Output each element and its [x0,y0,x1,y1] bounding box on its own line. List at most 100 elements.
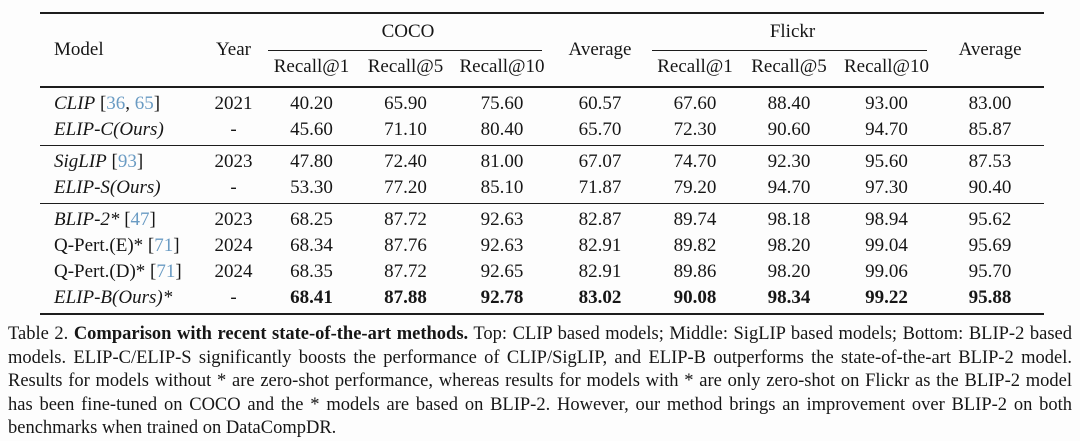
table-row: Q-Pert.(E)* [71] 2024 68.34 87.76 92.63 82.91… [40,233,1044,259]
col-header-average-flickr: Average [958,39,1022,60]
value-cell: 98.18 [767,209,811,230]
model-name: SigLIP [54,151,107,172]
citation-link[interactable]: 36 [106,93,126,114]
model-cell: BLIP-2* [47] [54,209,156,230]
results-table-wrap: Model Year COCO Average Flickr Average R… [40,12,1045,315]
col-header-year: Year [215,39,251,60]
value-cell: 79.20 [673,177,717,198]
value-cell: 68.25 [290,209,333,230]
value-cell: 88.40 [767,93,811,114]
value-cell: 95.70 [968,261,1012,282]
value-cell: 81.00 [480,151,524,172]
value-cell: 94.70 [767,177,811,198]
results-table: Model Year COCO Average Flickr Average R… [40,12,1045,315]
value-cell: 87.88 [384,287,427,308]
value-cell: 80.40 [480,119,524,140]
citation-link[interactable]: 65 [134,93,154,114]
col-header-flickr-recall10: Recall@10 [844,56,930,77]
header-row-groups: Model Year COCO Average Flickr Average [40,13,1044,60]
model-cell: SigLIP [93] [54,151,144,172]
table-row: SigLIP [93] 2023 47.80 72.40 81.00 67.07 74.70… [40,146,1044,175]
model-cell: ELIP-S(Ours) [40,175,202,204]
model-cell: Q-Pert.(E)* [71] [54,235,180,256]
model-cell: ELIP-B(Ours)* [40,285,202,315]
value-cell: 92.30 [767,151,811,172]
col-header-flickr-recall5: Recall@5 [751,56,827,77]
value-cell: 82.91 [578,261,622,282]
year-cell: - [230,177,237,198]
model-cell: Q-Pert.(D)* [71] [54,261,182,282]
year-cell: 2021 [214,93,253,114]
table-row: Q-Pert.(D)* [71] 2024 68.35 87.72 92.65 82.91… [40,259,1044,285]
col-header-coco-recall10: Recall@10 [459,56,545,77]
year-cell: 2024 [214,235,253,256]
value-cell: 92.63 [480,209,524,230]
model-name: ELIP-S(Ours) [54,177,161,198]
model-name: Q-Pert.(E)* [54,235,144,256]
value-cell: 89.74 [673,209,717,230]
model-name: ELIP-B(Ours)* [54,287,173,308]
value-cell: 92.78 [480,287,524,308]
caption-title: Comparison with recent state-of-the-art … [73,324,469,344]
value-cell: 99.22 [865,287,908,308]
value-cell: 99.04 [865,235,908,256]
value-cell: 92.65 [480,261,524,282]
value-cell: 60.57 [578,93,622,114]
year-cell: 2024 [214,261,253,282]
value-cell: 68.41 [290,287,333,308]
value-cell: 95.60 [865,151,908,172]
group-header-flickr: Flickr [649,13,936,51]
value-cell: 98.20 [767,235,811,256]
value-cell: 53.30 [290,177,333,198]
value-cell: 92.63 [480,235,524,256]
value-cell: 65.70 [578,119,622,140]
caption: Table 2. Comparison with recent state-of… [8,323,1072,441]
value-cell: 93.00 [865,93,908,114]
value-cell: 87.76 [384,235,427,256]
value-cell: 95.62 [968,209,1012,230]
value-cell: 83.00 [968,93,1012,114]
value-cell: 98.34 [767,287,811,308]
section-blip2-based: BLIP-2* [47] 2023 68.25 87.72 92.63 82.87 89.7… [40,203,1045,315]
value-cell: 67.07 [578,151,622,172]
value-cell: 68.34 [290,235,333,256]
value-cell: 67.60 [673,93,717,114]
year-cell: - [230,119,237,140]
caption-body: Top: CLIP based models; Middle: SigLIP b… [8,324,1073,438]
citation-link[interactable]: 71 [154,235,174,256]
value-cell: 45.60 [290,119,333,140]
value-cell: 87.53 [968,151,1012,172]
model-cell: CLIP [36, 65] [54,93,161,114]
citation-link[interactable]: 93 [117,151,137,172]
model-name: BLIP-2* [54,209,120,230]
value-cell: 95.69 [968,235,1012,256]
value-cell: 77.20 [384,177,427,198]
value-cell: 83.02 [578,287,622,308]
year-cell: - [230,287,237,308]
value-cell: 95.88 [968,287,1012,308]
citation-link[interactable]: 47 [130,209,150,230]
section-siglip-based: SigLIP [93] 2023 47.80 72.40 81.00 67.07 74.70… [40,145,1045,204]
col-header-coco-recall1: Recall@1 [273,56,350,77]
value-cell: 85.87 [968,119,1012,140]
value-cell: 71.87 [578,177,622,198]
table-row: ELIP-S(Ours) - 53.30 77.20 85.10 71.87 79.20 94… [40,175,1044,204]
col-header-average-coco: Average [568,39,632,60]
section-clip-based: CLIP [36, 65] 2021 40.20 65.90 75.60 60.57 67.… [40,87,1044,146]
value-cell: 85.10 [480,177,524,198]
col-header-coco-recall5: Recall@5 [367,56,444,77]
table-header: Model Year COCO Average Flickr Average R… [40,13,1045,87]
table-row: CLIP [36, 65] 2021 40.20 65.90 75.60 60.57 67.… [40,87,1044,117]
value-cell: 68.35 [290,261,333,282]
value-cell: 94.70 [865,119,908,140]
citation-link[interactable]: 71 [156,261,176,282]
value-cell: 74.70 [673,151,717,172]
caption-label: Table 2. [8,324,69,344]
value-cell: 72.30 [673,119,717,140]
value-cell: 87.72 [384,261,427,282]
value-cell: 99.06 [865,261,908,282]
value-cell: 47.80 [290,151,333,172]
value-cell: 87.72 [384,209,427,230]
table-row: ELIP-C(Ours) - 45.60 71.10 80.40 65.70 72.30 90… [40,117,1044,146]
value-cell: 98.94 [865,209,908,230]
